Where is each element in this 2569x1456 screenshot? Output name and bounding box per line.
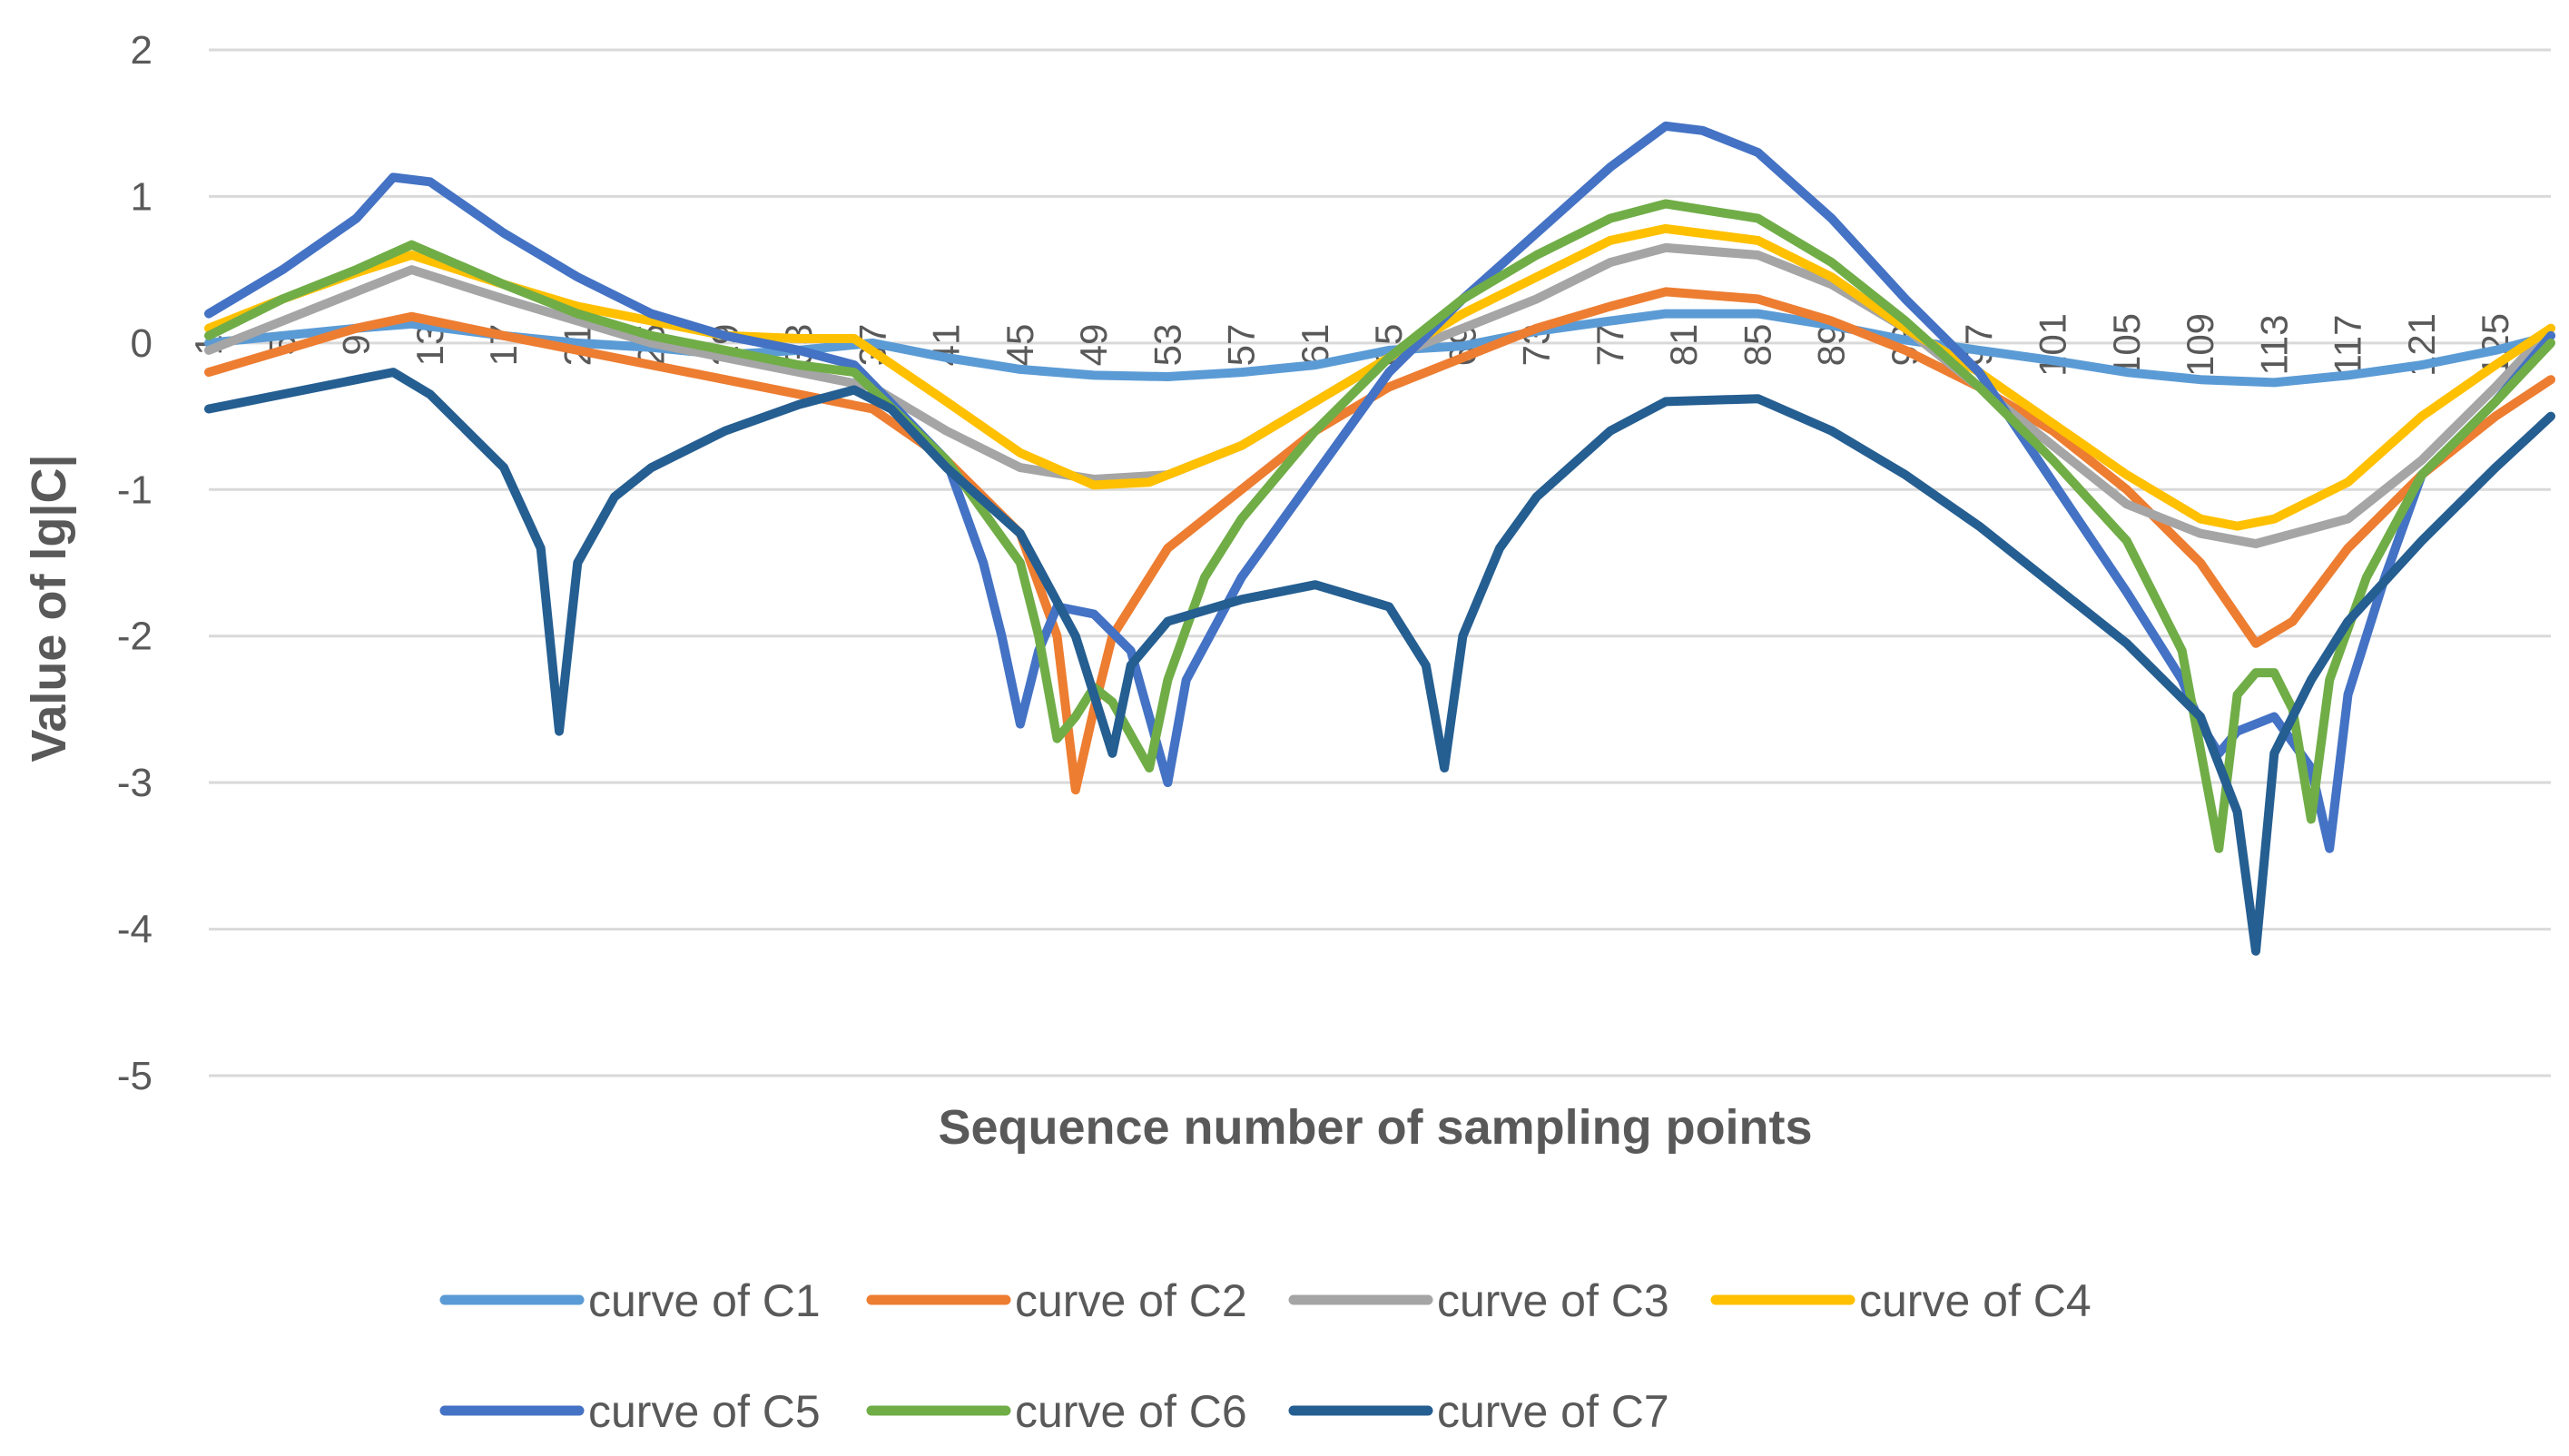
- x-tick-label: 57: [1220, 324, 1263, 367]
- x-axis-title: Sequence number of sampling points: [938, 1100, 1812, 1155]
- legend-label-c3: curve of C3: [1437, 1275, 1669, 1326]
- y-axis-ticks: 2 1 0 -1 -2 -3 -4 -5: [117, 28, 153, 1098]
- y-tick-label: -3: [117, 761, 153, 805]
- legend-label-c2: curve of C2: [1015, 1275, 1247, 1326]
- x-tick-label: 49: [1072, 324, 1115, 367]
- x-tick-label: 113: [2252, 315, 2295, 376]
- x-tick-label: 109: [2179, 313, 2221, 377]
- y-tick-label: 1: [131, 174, 153, 219]
- y-tick-label: -5: [117, 1054, 153, 1098]
- legend: curve of C1 curve of C2 curve of C3 curve o…: [439, 1275, 2092, 1437]
- series-line-c6: [204, 199, 2555, 853]
- series-line-c1: [204, 309, 2555, 388]
- x-tick-label: 77: [1589, 324, 1631, 367]
- y-tick-label: -1: [117, 467, 153, 512]
- legend-label-c5: curve of C5: [588, 1386, 821, 1437]
- series-line-c7: [204, 368, 2555, 956]
- x-tick-label: 85: [1736, 324, 1778, 367]
- y-tick-label: 0: [131, 321, 153, 366]
- y-tick-label: -2: [117, 615, 153, 659]
- y-tick-label: 2: [131, 28, 153, 73]
- x-tick-label: 9: [335, 334, 378, 355]
- y-axis-title: Value of lg|C|: [22, 454, 77, 762]
- legend-label-c6: curve of C6: [1015, 1386, 1247, 1437]
- x-tick-label: 45: [999, 324, 1041, 367]
- y-tick-label: -4: [117, 908, 153, 952]
- series-line-c5: [204, 121, 2555, 853]
- x-tick-label: 81: [1662, 324, 1705, 367]
- legend-label-c7: curve of C7: [1437, 1386, 1669, 1437]
- x-tick-label: 117: [2327, 315, 2369, 376]
- x-tick-label: 53: [1146, 324, 1188, 367]
- legend-label-c1: curve of C1: [588, 1275, 821, 1326]
- legend-label-c4: curve of C4: [1859, 1275, 2092, 1326]
- series-lines: [204, 121, 2555, 956]
